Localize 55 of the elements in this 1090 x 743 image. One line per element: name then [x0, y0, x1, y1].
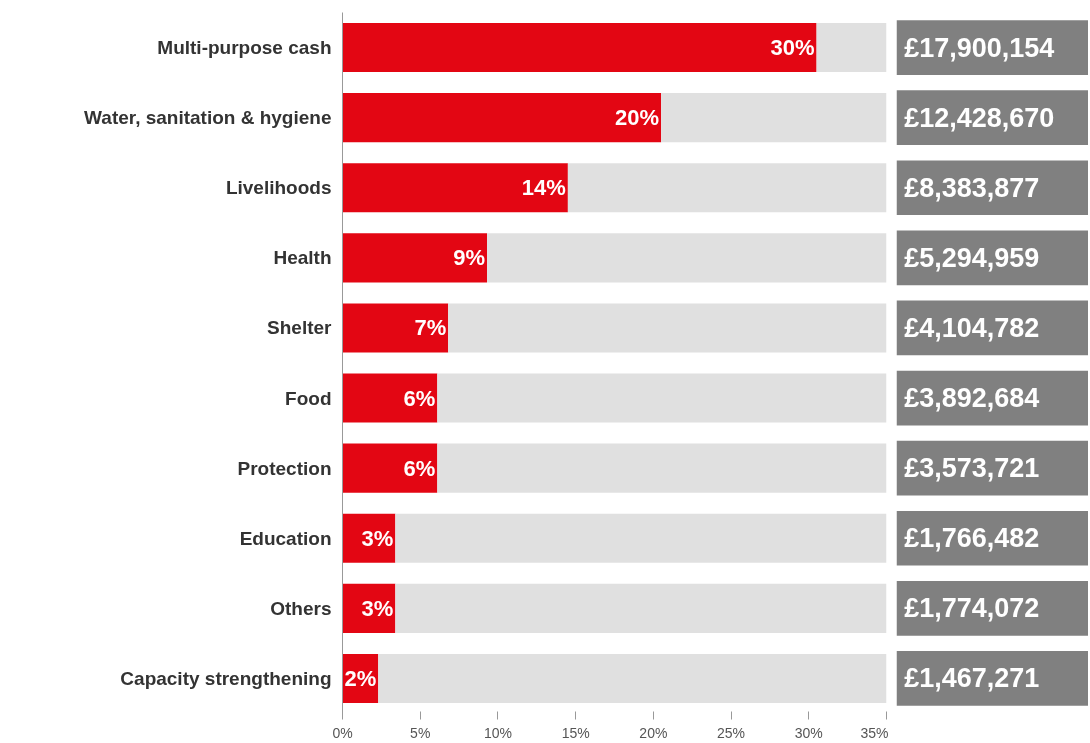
y-tick-label: Health: [273, 247, 332, 269]
x-tick-label: 5%: [410, 724, 431, 741]
bar: [342, 233, 488, 283]
text: £1,467,271: [904, 663, 1040, 694]
y-tick-label: Food: [285, 387, 332, 409]
y-tick-label: Others: [270, 597, 332, 619]
bar: [567, 163, 887, 213]
x-tick-label: 30%: [794, 724, 823, 741]
bar: [342, 23, 817, 73]
data-label: 6%: [403, 385, 436, 411]
bar: [661, 93, 887, 143]
x-tick-label: 10%: [483, 724, 512, 741]
bar: [816, 23, 887, 73]
data-label: 3%: [361, 525, 394, 551]
bar: [487, 233, 887, 283]
y-tick-label: Water, sanitation & hygiene: [84, 107, 332, 129]
bar: [395, 513, 887, 563]
y-tick-label: Livelihoods: [225, 177, 332, 199]
text: £12,428,670: [904, 102, 1055, 133]
y-tick-label: Shelter: [267, 317, 333, 339]
bar: [342, 93, 662, 143]
data-label: 2%: [344, 665, 377, 691]
x-tick-label: 35%: [860, 724, 889, 741]
data-label: 30%: [770, 35, 815, 61]
x-tick-label: 20%: [639, 724, 668, 741]
bar: [437, 443, 887, 493]
bar: [342, 163, 568, 213]
data-label: 14%: [521, 175, 566, 201]
text: £1,774,072: [904, 593, 1040, 624]
bar: [378, 653, 887, 703]
data-label: 6%: [403, 455, 436, 481]
bar: [448, 303, 887, 353]
text: £3,892,684: [904, 383, 1040, 414]
text: £3,573,721: [904, 453, 1040, 484]
text: £1,766,482: [904, 523, 1040, 554]
bar: [342, 373, 438, 423]
y-tick-label: Capacity strengthening: [120, 667, 332, 689]
bar: [342, 303, 449, 353]
x-tick-label: 0%: [332, 724, 353, 741]
text: £17,900,154: [904, 32, 1055, 63]
data-label: 7%: [414, 315, 447, 341]
bar: [437, 373, 887, 423]
data-label: 3%: [361, 595, 394, 621]
data-label: 9%: [453, 245, 486, 271]
y-tick-label: Education: [239, 527, 332, 549]
bar: [395, 583, 887, 633]
text: £8,383,877: [904, 172, 1040, 203]
bar: [342, 443, 438, 493]
text: £5,294,959: [904, 242, 1040, 273]
text: £4,104,782: [904, 312, 1040, 343]
x-tick-label: 25%: [717, 724, 746, 741]
data-label: 20%: [615, 105, 660, 131]
x-tick-label: 15%: [561, 724, 590, 741]
y-tick-label: Protection: [237, 457, 332, 479]
y-tick-label: Multi-purpose cash: [157, 37, 332, 59]
